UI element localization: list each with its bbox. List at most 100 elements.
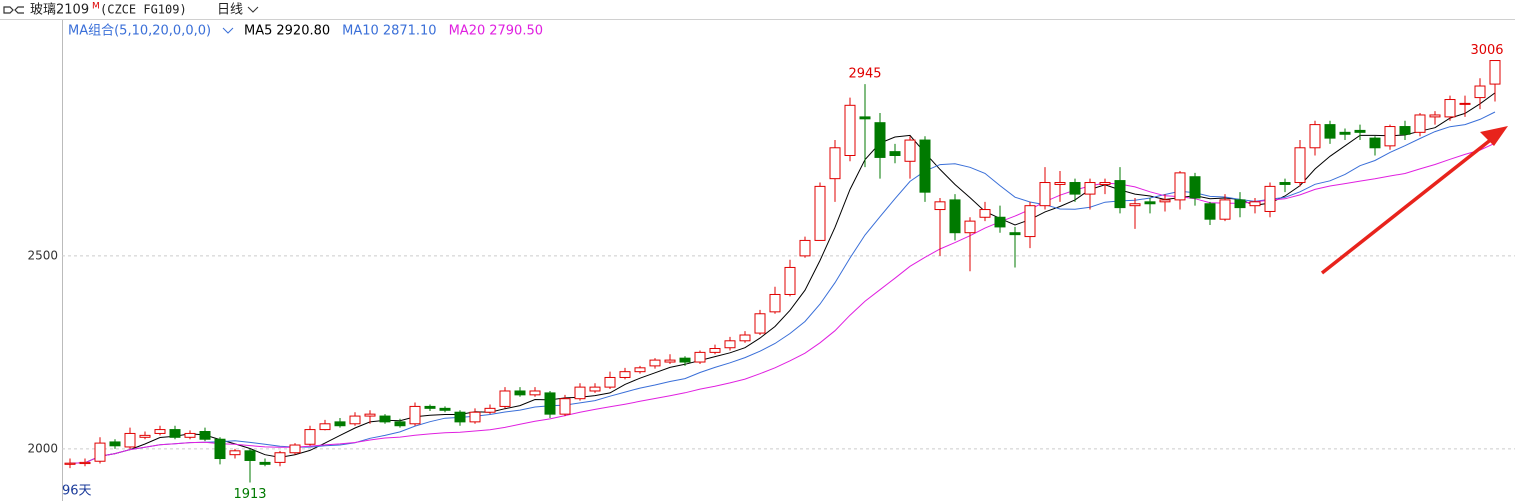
candle-body — [1354, 129, 1366, 133]
ma-legend-name: MA5 — [244, 24, 272, 39]
candle-body — [454, 411, 466, 423]
candle-body — [79, 461, 91, 465]
day-count: 96天 — [62, 484, 92, 499]
candle-body — [244, 450, 256, 461]
candle-body — [859, 116, 871, 120]
candle-body — [319, 423, 331, 431]
candle-body — [1459, 102, 1471, 105]
candle-body — [1054, 182, 1066, 185]
candle-body — [1294, 147, 1306, 184]
candle-body — [1234, 199, 1246, 209]
candle-body — [169, 429, 181, 438]
candle-body — [124, 432, 136, 448]
candle-body — [1414, 114, 1426, 133]
candle-body — [1204, 203, 1216, 220]
candle-body — [289, 444, 301, 454]
extreme-label: 3006 — [1470, 43, 1503, 58]
ma-legend-value: 2871.10 — [383, 24, 437, 39]
period-selector[interactable]: 日线 — [217, 3, 243, 18]
candle-body — [499, 390, 511, 407]
candle-body — [1444, 99, 1456, 118]
candle-body — [1309, 124, 1321, 149]
candle-body — [484, 407, 496, 413]
candle-body — [934, 201, 946, 211]
candle-body — [1129, 203, 1141, 207]
candle-body — [544, 392, 556, 415]
candle-body — [349, 415, 361, 425]
icon-right — [14, 6, 24, 14]
candle-body — [1099, 182, 1111, 185]
candle-body — [139, 434, 151, 438]
candle-body — [94, 442, 106, 462]
candle-body — [589, 386, 601, 392]
symbol-mark: M — [92, 2, 100, 12]
candle-body — [1399, 126, 1411, 135]
candle-body — [229, 450, 241, 456]
candle-body — [619, 371, 631, 378]
candle-body — [439, 407, 451, 411]
candle-body — [1489, 60, 1501, 85]
candle-body — [559, 398, 571, 415]
candle-body — [1084, 182, 1096, 195]
candle-body — [109, 441, 121, 447]
symbol: 玻璃2109 — [30, 3, 89, 18]
candle-body — [604, 376, 616, 388]
candle-body — [574, 386, 586, 400]
candle-body — [1159, 199, 1171, 203]
candle-body — [1009, 232, 1021, 236]
candle-body — [1264, 185, 1276, 212]
period-arrow[interactable] — [247, 6, 259, 13]
candle-body — [259, 461, 271, 465]
candle-body — [814, 185, 826, 241]
indicator-name[interactable]: MA组合(5,10,20,0,0,0) — [68, 24, 211, 39]
candle-body — [829, 147, 841, 180]
candle-body — [679, 357, 691, 363]
candle-body — [754, 313, 766, 334]
candle-body — [214, 438, 226, 460]
candle-body — [649, 359, 661, 367]
candle-body — [1069, 182, 1081, 195]
candle-body — [304, 429, 316, 445]
header-icon[interactable] — [3, 6, 24, 14]
symbol-code: (CZCE FG109) — [100, 3, 187, 17]
candle-body — [694, 351, 706, 363]
candle-body — [1384, 126, 1396, 147]
candle-body — [379, 415, 391, 423]
candle-body — [199, 431, 211, 440]
candle-body — [1474, 85, 1486, 99]
extreme-label: 2945 — [848, 67, 881, 82]
candle-body — [1219, 199, 1231, 220]
candle-body — [1279, 182, 1291, 185]
ma-legend-name: MA10 — [342, 24, 379, 39]
candle-body — [964, 220, 976, 234]
plot: 2000 2500 2945 1913 3006 — [27, 43, 1515, 501]
icon-left — [3, 6, 14, 14]
candle-body — [1249, 201, 1261, 207]
candle-body — [364, 413, 376, 417]
candle-body — [1339, 131, 1351, 135]
candle-body — [1189, 176, 1201, 199]
candle-body — [274, 452, 286, 463]
candle-body — [784, 266, 796, 295]
candle-body — [1174, 172, 1186, 201]
candle-body — [529, 390, 541, 396]
candle-body — [154, 429, 166, 434]
indicator-arrow[interactable] — [222, 27, 234, 34]
candle-body — [1144, 201, 1156, 205]
candle-body — [514, 390, 526, 396]
trend-arrow-head — [1480, 126, 1508, 146]
candle-body — [1429, 114, 1441, 118]
ma-legend-value: 2920.80 — [276, 24, 330, 39]
ma-legend-name: MA20 — [449, 24, 486, 39]
candle-body — [634, 367, 646, 373]
candle-body — [64, 462, 76, 465]
candle-body — [709, 348, 721, 353]
y-tick-label: 2500 — [27, 248, 58, 262]
candle-body — [844, 104, 856, 156]
candle-body — [739, 334, 751, 342]
candle-body — [889, 151, 901, 156]
candle-body — [874, 122, 886, 158]
candle-body — [1114, 180, 1126, 209]
candle-body — [994, 216, 1006, 228]
